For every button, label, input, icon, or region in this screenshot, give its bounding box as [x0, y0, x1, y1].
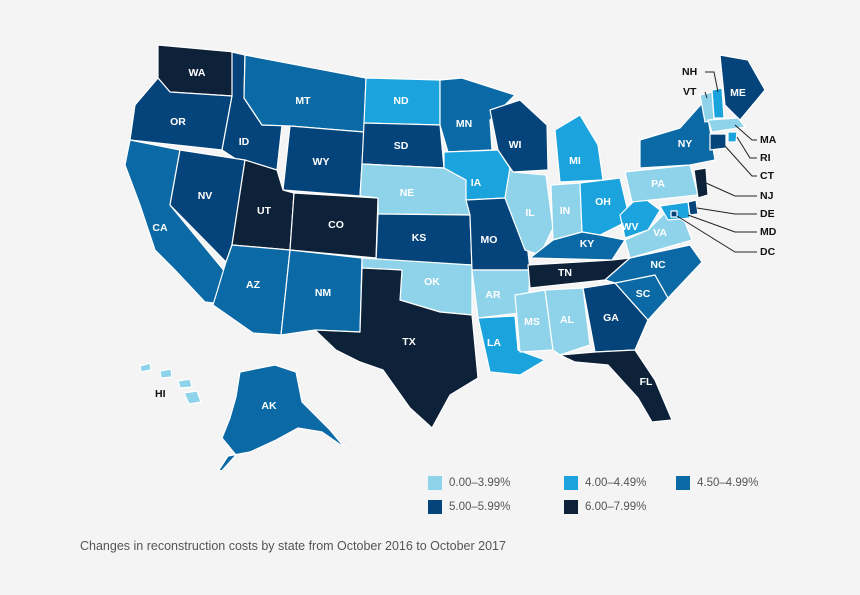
state-label-nc: NC: [650, 259, 666, 271]
state-label-ks: KS: [412, 232, 427, 244]
state-label-mt: MT: [295, 95, 311, 107]
state-label-nh: NH: [682, 66, 697, 78]
state-label-ga: GA: [603, 312, 619, 324]
state-ny: [639, 99, 716, 169]
legend-swatch-4: [564, 500, 578, 514]
state-label-wa: WA: [189, 67, 206, 79]
state-label-ri: RI: [760, 152, 771, 164]
state-label-co: CO: [328, 219, 344, 231]
legend-label-3: 5.00–5.99%: [449, 501, 511, 513]
state-label-or: OR: [170, 116, 186, 128]
leader-line-ct: [724, 145, 757, 177]
leader-line-vt: [704, 91, 708, 99]
state-label-ok: OK: [424, 276, 440, 288]
state-label-pa: PA: [651, 178, 665, 190]
state-label-ak: AK: [261, 400, 277, 412]
state-label-sd: SD: [394, 140, 409, 152]
state-nj: [693, 167, 709, 199]
legend-label-0: 0.00–3.99%: [449, 477, 511, 489]
legend-item-4: 6.00–7.99%: [564, 500, 676, 514]
leader-line-dc: [676, 215, 757, 253]
state-label-az: AZ: [246, 279, 261, 291]
legend-label-4: 6.00–7.99%: [585, 501, 647, 513]
state-label-vt: VT: [683, 86, 697, 98]
state-dc: [670, 210, 678, 218]
legend-item-2: 4.50–4.99%: [676, 476, 788, 490]
state-fl: [559, 349, 673, 423]
state-label-ca: CA: [152, 222, 168, 234]
state-label-de: DE: [760, 208, 775, 220]
state-label-me: ME: [730, 87, 746, 99]
state-label-in: IN: [560, 205, 571, 217]
state-ma: [707, 117, 746, 133]
state-label-nm: NM: [315, 287, 332, 299]
state-al: [544, 287, 591, 356]
state-label-tn: TN: [558, 267, 572, 279]
state-label-va: VA: [653, 227, 667, 239]
state-mn: [439, 77, 516, 153]
state-ak: [218, 364, 346, 470]
state-label-md: MD: [760, 226, 777, 238]
state-nc: [604, 244, 703, 299]
legend-swatch-2: [676, 476, 690, 490]
legend-item-0: 0.00–3.99%: [428, 476, 564, 490]
state-label-ne: NE: [400, 187, 415, 199]
state-label-ms: MS: [524, 316, 540, 328]
leader-line-ma: [734, 124, 757, 141]
state-label-il: IL: [525, 207, 535, 219]
legend: 0.00–3.99% 4.00–4.49% 4.50–4.99% 5.00–5.…: [428, 476, 788, 514]
state-label-mo: MO: [481, 234, 498, 246]
state-tx: [314, 267, 479, 429]
leader-line-ri: [736, 136, 757, 159]
state-label-wi: WI: [509, 139, 522, 151]
state-label-sc: SC: [636, 288, 651, 300]
legend-label-1: 4.00–4.49%: [585, 477, 647, 489]
state-label-id: ID: [239, 136, 250, 148]
state-label-hi: HI: [155, 388, 166, 400]
state-hi: [139, 362, 202, 405]
state-label-mn: MN: [456, 118, 472, 130]
leader-line-md: [687, 214, 757, 233]
state-label-nv: NV: [198, 190, 213, 202]
map-caption: Changes in reconstruction costs by state…: [80, 539, 506, 553]
state-ct: [709, 133, 727, 151]
state-label-nd: ND: [393, 95, 409, 107]
leader-line-nh: [705, 71, 719, 93]
state-la: [477, 315, 546, 376]
state-label-ky: KY: [580, 238, 595, 250]
state-mt: [243, 54, 367, 133]
state-label-wy: WY: [313, 156, 330, 168]
state-label-ct: CT: [760, 170, 775, 182]
state-ga: [582, 282, 649, 353]
legend-item-3: 5.00–5.99%: [428, 500, 564, 514]
us-state-map: NH VT MA RI CT NJ DE MD DC HI WA OR CA ID NV MT WY UT AZ C…: [124, 44, 777, 470]
state-label-ut: UT: [257, 205, 272, 217]
state-wi: [489, 99, 549, 173]
state-label-wv: WV: [622, 221, 639, 233]
state-label-fl: FL: [640, 376, 653, 388]
legend-label-2: 4.50–4.99%: [697, 477, 759, 489]
state-label-tx: TX: [402, 336, 415, 348]
state-label-ia: IA: [471, 177, 482, 189]
state-label-oh: OH: [595, 196, 611, 208]
legend-swatch-3: [428, 500, 442, 514]
legend-item-1: 4.00–4.49%: [564, 476, 676, 490]
state-label-nj: NJ: [760, 190, 774, 202]
state-il: [504, 167, 554, 256]
state-label-al: AL: [560, 314, 575, 326]
state-label-mi: MI: [569, 155, 581, 167]
state-mi: [554, 114, 604, 183]
state-oh: [579, 177, 631, 236]
state-ri: [727, 131, 738, 143]
legend-swatch-1: [564, 476, 578, 490]
leader-line-nj: [705, 182, 757, 197]
legend-swatch-0: [428, 476, 442, 490]
state-label-ar: AR: [485, 289, 501, 301]
state-label-ny: NY: [678, 138, 693, 150]
state-label-ma: MA: [760, 134, 777, 146]
leader-line-de: [696, 207, 757, 215]
state-label-la: LA: [487, 337, 501, 349]
state-label-dc: DC: [760, 246, 776, 258]
state-me: [719, 54, 766, 121]
